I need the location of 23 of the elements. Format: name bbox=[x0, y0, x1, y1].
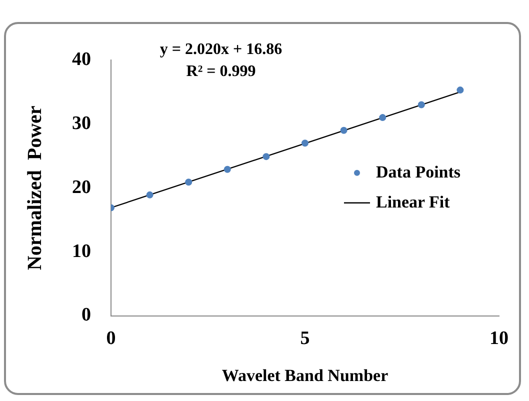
legend-label: Linear Fit bbox=[376, 192, 450, 212]
y-tick-label: 10 bbox=[72, 240, 91, 262]
y-tick-label: 0 bbox=[82, 304, 91, 326]
point bbox=[418, 101, 425, 108]
y-axis-title: Normalized Power bbox=[24, 106, 46, 270]
x-axis-title: Wavelet Band Number bbox=[222, 366, 389, 386]
y-tick-label: 20 bbox=[72, 176, 91, 198]
point bbox=[379, 114, 386, 122]
point bbox=[302, 140, 308, 147]
point bbox=[185, 178, 192, 186]
point bbox=[456, 86, 464, 94]
y-tick-label: 40 bbox=[72, 48, 91, 70]
point bbox=[262, 153, 270, 160]
x-tick-label: 10 bbox=[490, 328, 508, 350]
annotation: R² = 0.999 bbox=[186, 63, 256, 80]
x-tick-label: 5 bbox=[300, 328, 310, 350]
point bbox=[340, 126, 348, 134]
y-tick-label: 30 bbox=[72, 112, 91, 134]
point bbox=[224, 166, 231, 173]
x-tick-label: 0 bbox=[106, 328, 116, 350]
legend-label: Data Points bbox=[376, 162, 461, 182]
text: y = 2.020x + 16.86 bbox=[160, 41, 282, 58]
point bbox=[146, 191, 154, 198]
